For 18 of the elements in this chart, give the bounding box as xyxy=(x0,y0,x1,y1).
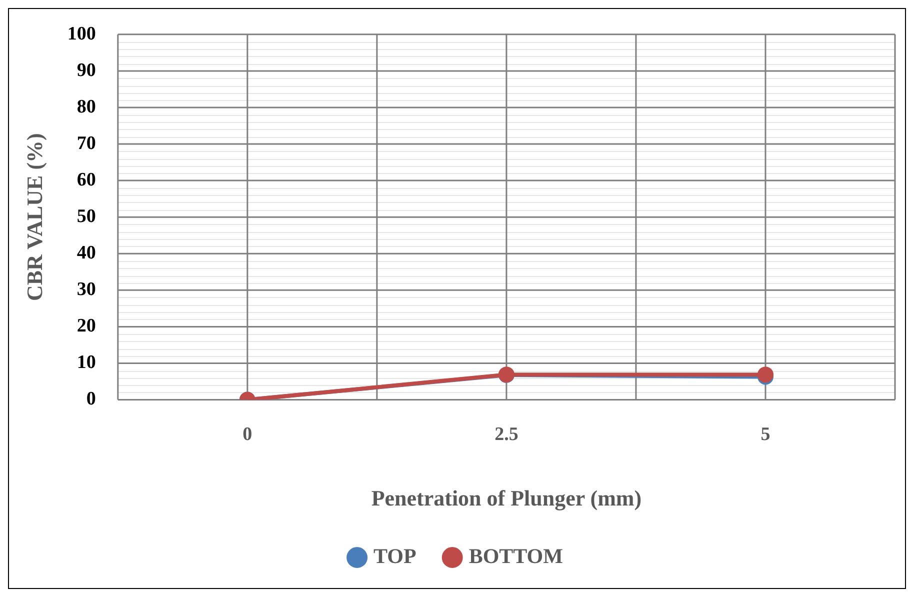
y-tick-label: 90 xyxy=(76,60,96,81)
y-tick-label: 50 xyxy=(76,206,96,228)
y-tick-label: 40 xyxy=(76,242,96,264)
x-tick-label: 0 xyxy=(242,424,252,446)
y-tick-label: 80 xyxy=(76,96,96,118)
y-tick-label: 100 xyxy=(67,23,96,44)
y-tick-label: 30 xyxy=(76,279,96,300)
y-tick-label: 10 xyxy=(76,352,96,374)
legend-label: TOP xyxy=(374,544,416,568)
y-tick-label: 60 xyxy=(76,169,96,190)
y-tick-label: 70 xyxy=(76,132,96,154)
x-tick-label: 5 xyxy=(760,424,770,446)
x-axis-title: Penetration of Plunger (mm) xyxy=(371,485,642,510)
y-axis-title: CBR VALUE (%) xyxy=(22,133,47,302)
legend-label: BOTTOM xyxy=(468,544,564,568)
x-tick-label: 2.5 xyxy=(494,424,518,446)
y-tick-label: 0 xyxy=(86,388,96,410)
y-tick-label: 20 xyxy=(76,316,96,337)
